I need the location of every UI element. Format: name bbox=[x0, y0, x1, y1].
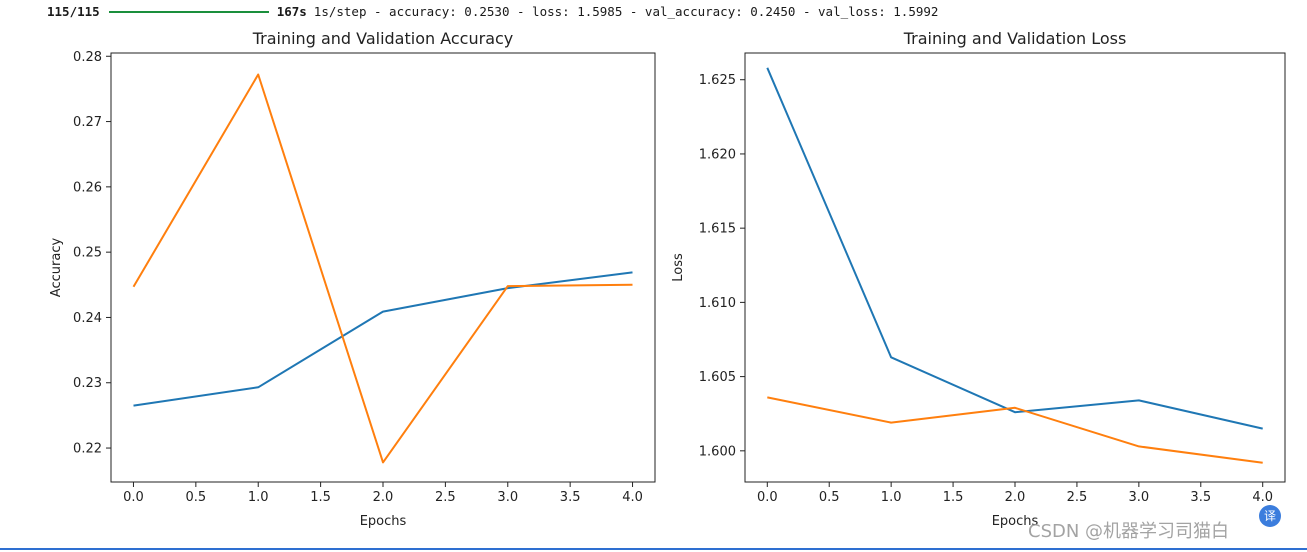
y-axis-label: Accuracy bbox=[49, 238, 64, 298]
chart-title: Training and Validation Accuracy bbox=[252, 29, 514, 48]
metrics-text: 1s/step - accuracy: 0.2530 - loss: 1.598… bbox=[313, 4, 939, 19]
plot-frame bbox=[110, 52, 656, 483]
x-tick-label: 2.0 bbox=[1005, 490, 1026, 505]
x-tick-label: 4.0 bbox=[1252, 490, 1273, 505]
y-tick-label: 1.610 bbox=[699, 296, 736, 311]
x-tick-label: 0.5 bbox=[819, 490, 840, 505]
training-log-line: 115/115 167s 1s/step - accuracy: 0.2530 … bbox=[47, 3, 938, 21]
y-axis-label: Loss bbox=[671, 253, 686, 282]
x-tick-label: 3.5 bbox=[560, 490, 581, 505]
y-tick-label: 1.605 bbox=[699, 370, 736, 385]
x-tick-label: 3.0 bbox=[1129, 490, 1150, 505]
chart-title: Training and Validation Loss bbox=[903, 29, 1127, 48]
plot-frame bbox=[744, 52, 1286, 483]
x-tick-label: 1.0 bbox=[248, 490, 269, 505]
series-line-0 bbox=[133, 271, 633, 407]
y-tick-label: 0.23 bbox=[73, 376, 102, 391]
y-tick-label: 0.28 bbox=[73, 50, 102, 65]
y-tick-label: 1.625 bbox=[699, 73, 736, 88]
x-axis-label: Epochs bbox=[360, 514, 407, 529]
series-line-1 bbox=[132, 73, 633, 464]
chart-panel-1: Training and Validation Loss 0.0 0.5 1.0 1.5… bbox=[671, 29, 1286, 529]
y-tick-label: 0.25 bbox=[73, 246, 102, 261]
watermark: CSDN @机器学习司猫白 bbox=[1028, 521, 1230, 542]
progress-count: 115/115 bbox=[47, 4, 100, 19]
series-line-1 bbox=[767, 396, 1263, 464]
x-tick-label: 2.5 bbox=[1067, 490, 1088, 505]
chart-panel-0: Training and Validation Accuracy 0.0 0.5 1.… bbox=[49, 29, 656, 529]
translate-icon[interactable]: 译 bbox=[1259, 505, 1281, 527]
x-tick-label: 0.5 bbox=[186, 490, 207, 505]
y-tick-label: 1.620 bbox=[699, 147, 736, 162]
x-axis-label: Epochs bbox=[992, 514, 1039, 529]
x-tick-label: 2.0 bbox=[373, 490, 394, 505]
x-tick-label: 1.0 bbox=[881, 490, 902, 505]
bottom-divider bbox=[0, 548, 1307, 550]
y-tick-label: 1.600 bbox=[699, 444, 736, 459]
y-tick-label: 0.24 bbox=[73, 311, 102, 326]
y-tick-label: 0.27 bbox=[73, 115, 102, 130]
y-tick-label: 0.22 bbox=[73, 442, 102, 457]
x-tick-label: 4.0 bbox=[622, 490, 643, 505]
series-line-0 bbox=[766, 67, 1263, 430]
x-tick-label: 0.0 bbox=[757, 490, 778, 505]
y-tick-label: 1.615 bbox=[699, 222, 736, 237]
x-tick-label: 1.5 bbox=[310, 490, 331, 505]
x-tick-label: 2.5 bbox=[435, 490, 456, 505]
x-tick-label: 1.5 bbox=[943, 490, 964, 505]
x-tick-label: 0.0 bbox=[123, 490, 144, 505]
x-tick-label: 3.5 bbox=[1190, 490, 1211, 505]
progress-bar bbox=[108, 11, 269, 13]
y-tick-label: 0.26 bbox=[73, 180, 102, 195]
epoch-time: 167s bbox=[276, 4, 307, 19]
x-tick-label: 3.0 bbox=[497, 490, 518, 505]
